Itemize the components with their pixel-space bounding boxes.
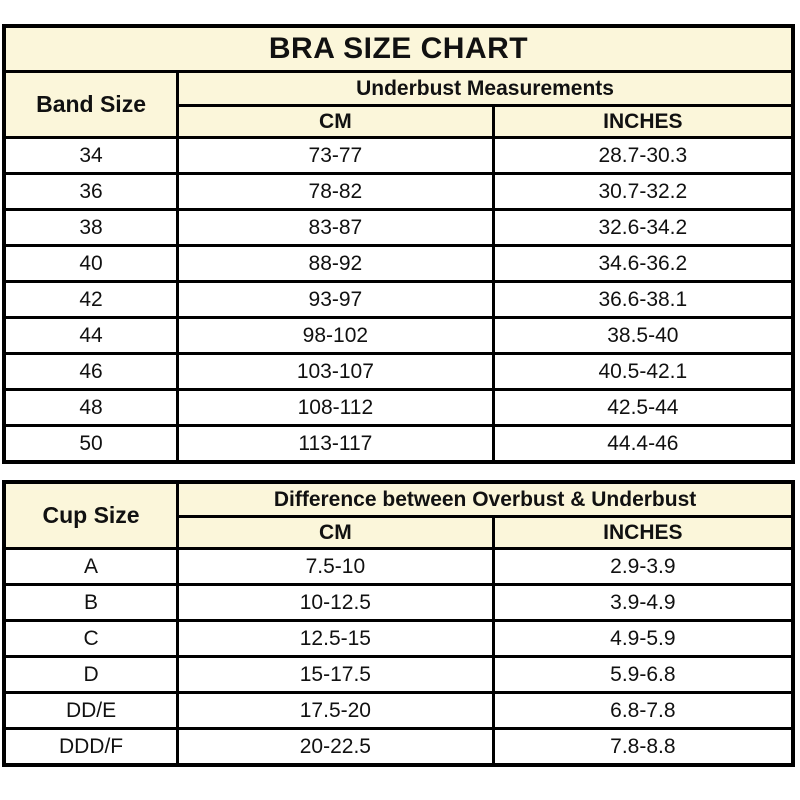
value-cell: 38.5-40 — [491, 316, 795, 355]
value-cell: 78-82 — [176, 172, 495, 211]
table-row: DDD/F 20-22.5 7.8-8.8 — [2, 727, 795, 767]
value-cell: 93-97 — [176, 280, 495, 319]
row-label-cell: B — [2, 583, 180, 622]
table-row: 46 103-107 40.5-42.1 — [2, 352, 795, 391]
value-cell: 5.9-6.8 — [491, 655, 795, 694]
row-label-cell: 50 — [2, 424, 180, 464]
cup-size-table-body: A 7.5-10 2.9-3.9 B 10-12.5 3.9-4.9 C 12.5-15 4.9… — [2, 547, 795, 767]
value-cell: 73-77 — [176, 136, 495, 175]
value-cell: 17.5-20 — [176, 691, 495, 730]
cup-size-table-header: Cup Size Difference between Overbust & U… — [2, 480, 795, 550]
chart-title-row: BRA SIZE CHART — [2, 24, 795, 73]
underbust-measurements-header: Underbust Measurements — [176, 70, 795, 107]
band-size-table-body: 34 73-77 28.7-30.3 36 78-82 30.7-32.2 38 83-87 3… — [2, 136, 795, 464]
cup-size-table: Cup Size Difference between Overbust & U… — [2, 480, 795, 767]
value-cell: 10-12.5 — [176, 583, 495, 622]
table-row: A 7.5-10 2.9-3.9 — [2, 547, 795, 586]
value-cell: 34.6-36.2 — [491, 244, 795, 283]
table-row: B 10-12.5 3.9-4.9 — [2, 583, 795, 622]
bra-size-chart-page: BRA SIZE CHART Band Size Underbust Measu… — [2, 24, 795, 767]
value-cell: 88-92 — [176, 244, 495, 283]
table-row: 50 113-117 44.4-46 — [2, 424, 795, 464]
value-cell: 108-112 — [176, 388, 495, 427]
value-cell: 4.9-5.9 — [491, 619, 795, 658]
value-cell: 7.5-10 — [176, 547, 495, 586]
row-label-cell: 46 — [2, 352, 180, 391]
inches-column-header: INCHES — [491, 515, 795, 550]
band-size-table-header: BRA SIZE CHART Band Size Underbust Measu… — [2, 24, 795, 139]
table-row: 42 93-97 36.6-38.1 — [2, 280, 795, 319]
value-cell: 12.5-15 — [176, 619, 495, 658]
row-label-cell: 34 — [2, 136, 180, 175]
row-label-cell: C — [2, 619, 180, 658]
row-label-cell: DDD/F — [2, 727, 180, 767]
group-header-row: Band Size Underbust Measurements — [2, 70, 795, 139]
table-row: 44 98-102 38.5-40 — [2, 316, 795, 355]
band-size-column-header: Band Size — [2, 70, 180, 139]
table-row: 36 78-82 30.7-32.2 — [2, 172, 795, 211]
value-cell: 15-17.5 — [176, 655, 495, 694]
page-title: BRA SIZE CHART — [2, 24, 795, 73]
row-label-cell: 42 — [2, 280, 180, 319]
table-row: 34 73-77 28.7-30.3 — [2, 136, 795, 175]
unit-header-row: CM INCHES — [4, 104, 795, 139]
value-cell: 6.8-7.8 — [491, 691, 795, 730]
row-label-cell: 40 — [2, 244, 180, 283]
value-cell: 98-102 — [176, 316, 495, 355]
table-row: 38 83-87 32.6-34.2 — [2, 208, 795, 247]
row-label-cell: D — [2, 655, 180, 694]
cup-size-column-header: Cup Size — [2, 480, 180, 550]
value-cell: 2.9-3.9 — [491, 547, 795, 586]
value-cell: 36.6-38.1 — [491, 280, 795, 319]
difference-overbust-underbust-header: Difference between Overbust & Underbust — [176, 480, 795, 518]
inches-column-header: INCHES — [491, 104, 795, 139]
value-cell: 40.5-42.1 — [491, 352, 795, 391]
table-row: DD/E 17.5-20 6.8-7.8 — [2, 691, 795, 730]
band-size-table: BRA SIZE CHART Band Size Underbust Measu… — [2, 24, 795, 464]
row-label-cell: DD/E — [2, 691, 180, 730]
table-row: 40 88-92 34.6-36.2 — [2, 244, 795, 283]
table-row: 48 108-112 42.5-44 — [2, 388, 795, 427]
value-cell: 20-22.5 — [176, 727, 495, 767]
table-row: C 12.5-15 4.9-5.9 — [2, 619, 795, 658]
value-cell: 28.7-30.3 — [491, 136, 795, 175]
unit-header-row: CM INCHES — [4, 515, 795, 550]
value-cell: 7.8-8.8 — [491, 727, 795, 767]
row-label-cell: 38 — [2, 208, 180, 247]
row-label-cell: 44 — [2, 316, 180, 355]
value-cell: 3.9-4.9 — [491, 583, 795, 622]
value-cell: 83-87 — [176, 208, 495, 247]
cm-column-header: CM — [176, 104, 495, 139]
row-label-cell: A — [2, 547, 180, 586]
value-cell: 44.4-46 — [491, 424, 795, 464]
value-cell: 30.7-32.2 — [491, 172, 795, 211]
cm-column-header: CM — [176, 515, 495, 550]
group-header-row: Cup Size Difference between Overbust & U… — [2, 480, 795, 550]
table-row: D 15-17.5 5.9-6.8 — [2, 655, 795, 694]
row-label-cell: 48 — [2, 388, 180, 427]
row-label-cell: 36 — [2, 172, 180, 211]
value-cell: 42.5-44 — [491, 388, 795, 427]
value-cell: 113-117 — [176, 424, 495, 464]
value-cell: 32.6-34.2 — [491, 208, 795, 247]
value-cell: 103-107 — [176, 352, 495, 391]
